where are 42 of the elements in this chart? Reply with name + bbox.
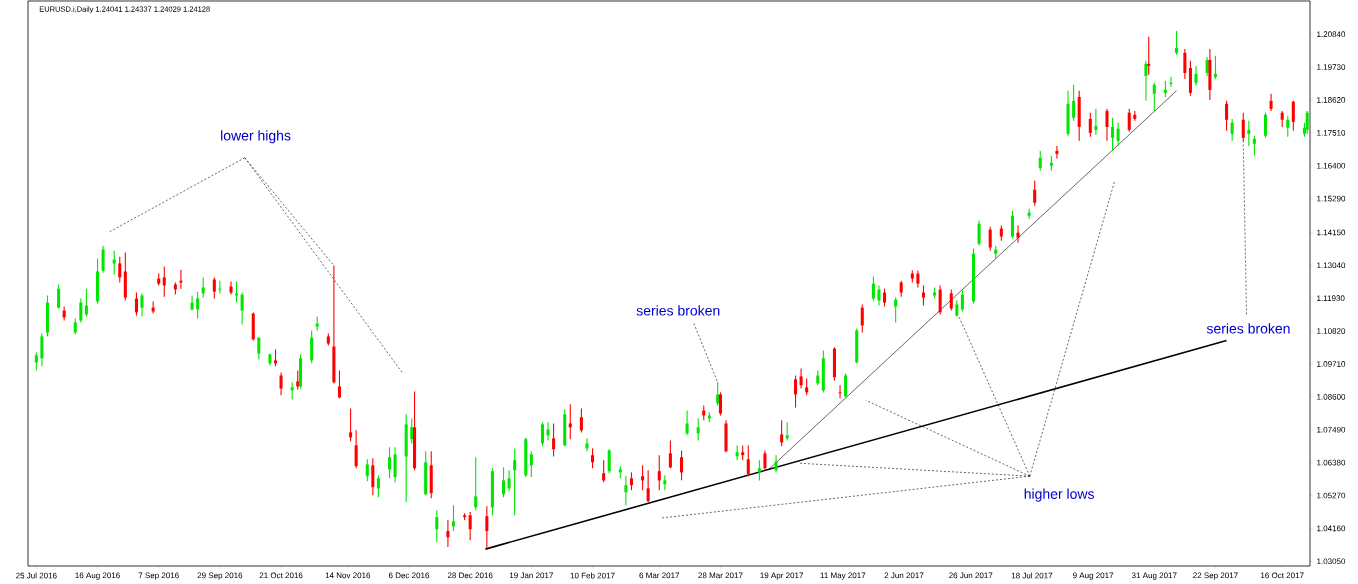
y-tick-label: 1.17510: [1317, 130, 1346, 136]
x-tick-label: 6 Mar 2017: [639, 572, 680, 579]
annotation: series broken: [636, 305, 720, 316]
x-tick-label: 29 Sep 2016: [197, 572, 243, 580]
y-tick-label: 1.06380: [1317, 459, 1346, 466]
x-tick-label: 19 Apr 2017: [760, 572, 804, 580]
y-tick-label: 1.07490: [1317, 426, 1346, 433]
y-tick-label: 1.11930: [1317, 295, 1345, 301]
x-tick-label: 11 May 2017: [820, 572, 866, 580]
x-tick-label: 31 Aug 2017: [1131, 572, 1177, 580]
x-tick-label: 25 Jul 2016: [16, 572, 57, 579]
x-tick-label: 14 Nov 2016: [325, 572, 371, 579]
y-tick-label: 1.15290: [1317, 195, 1346, 202]
y-tick-label: 1.05270: [1317, 492, 1346, 499]
y-tick-label: 1.13040: [1317, 262, 1346, 269]
x-tick-label: 10 Feb 2017: [570, 572, 615, 579]
x-tick-label: 16 Oct 2017: [1261, 572, 1304, 579]
x-tick-label: 7 Sep 2016: [138, 572, 179, 580]
y-tick-label: 1.14150: [1317, 229, 1346, 236]
annotation: series broken: [1206, 323, 1290, 334]
x-tick-label: 28 Mar 2017: [698, 572, 743, 579]
x-tick-label: 19 Jan 2017: [509, 572, 553, 579]
y-tick-label: 1.09710: [1317, 361, 1346, 367]
x-tick-label: 26 Jun 2017: [949, 572, 993, 579]
x-tick-label: 2 Jun 2017: [884, 572, 924, 579]
y-tick-label: 1.04160: [1317, 525, 1346, 532]
x-tick-label: 9 Aug 2017: [1073, 572, 1114, 580]
x-tick-label: 21 Oct 2016: [259, 572, 303, 579]
annotation: lower highs: [221, 130, 291, 144]
x-tick-label: 16 Aug 2016: [75, 572, 120, 580]
y-tick-label: 1.16400: [1317, 162, 1346, 169]
y-tick-label: 1.08600: [1317, 394, 1346, 400]
x-tick-label: 18 Jul 2017: [1011, 572, 1053, 579]
y-tick-label: 1.18620: [1317, 97, 1346, 103]
y-tick-label: 1.03050: [1317, 558, 1346, 565]
y-tick-label: 1.20840: [1317, 31, 1346, 38]
y-tick-label: 1.10820: [1317, 328, 1346, 334]
x-tick-label: 6 Dec 2016: [388, 572, 430, 579]
y-tick-label: 1.19730: [1317, 64, 1346, 70]
annotation: higher lows: [1024, 488, 1094, 502]
x-tick-label: 22 Sep 2017: [1193, 572, 1238, 580]
x-tick-label: 28 Dec 2016: [447, 572, 493, 579]
